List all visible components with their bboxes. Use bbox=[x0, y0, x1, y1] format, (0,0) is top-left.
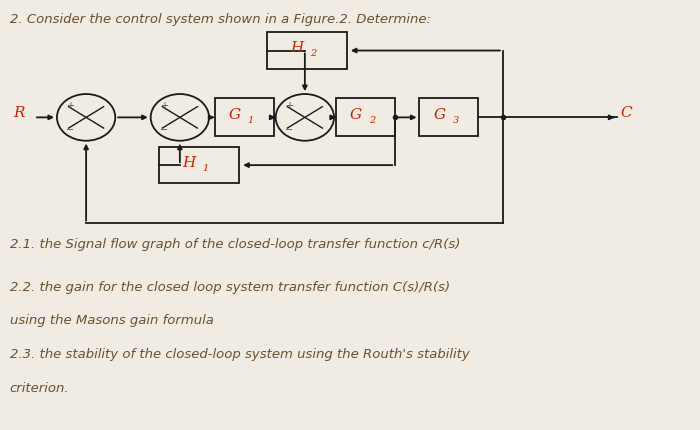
Ellipse shape bbox=[150, 94, 209, 141]
Bar bbox=[159, 147, 239, 183]
Text: −: − bbox=[160, 125, 168, 135]
Text: R: R bbox=[13, 106, 24, 120]
Text: using the Masons gain formula: using the Masons gain formula bbox=[10, 314, 214, 328]
Bar bbox=[267, 33, 346, 68]
Text: G: G bbox=[433, 108, 445, 122]
Bar bbox=[419, 98, 479, 136]
Text: G: G bbox=[228, 108, 241, 122]
Bar bbox=[336, 98, 395, 136]
Text: 2.3. the stability of the closed-loop system using the Routh's stability: 2.3. the stability of the closed-loop sy… bbox=[10, 348, 470, 362]
Text: H: H bbox=[182, 156, 195, 170]
Text: 1: 1 bbox=[248, 116, 254, 125]
Text: 2. Consider the control system shown in a Figure.2. Determine:: 2. Consider the control system shown in … bbox=[10, 13, 430, 26]
Text: −: − bbox=[285, 125, 293, 135]
Text: criterion.: criterion. bbox=[10, 382, 69, 396]
Text: 2: 2 bbox=[369, 116, 375, 125]
Ellipse shape bbox=[57, 94, 116, 141]
Text: 2.1. the Signal flow graph of the closed-loop transfer function c/R(s): 2.1. the Signal flow graph of the closed… bbox=[10, 238, 460, 251]
Text: H: H bbox=[290, 41, 303, 55]
Text: +: + bbox=[285, 101, 293, 111]
Text: +: + bbox=[160, 101, 168, 111]
Bar bbox=[215, 98, 274, 136]
Text: 2.2. the gain for the closed loop system transfer function C(s)/R(s): 2.2. the gain for the closed loop system… bbox=[10, 280, 450, 294]
Text: C: C bbox=[621, 106, 633, 120]
Text: 2: 2 bbox=[310, 49, 316, 58]
Text: −: − bbox=[66, 125, 74, 135]
Text: 3: 3 bbox=[452, 116, 458, 125]
Text: 1: 1 bbox=[202, 164, 209, 173]
Ellipse shape bbox=[276, 94, 334, 141]
Text: G: G bbox=[350, 108, 362, 122]
Text: +: + bbox=[66, 101, 74, 111]
